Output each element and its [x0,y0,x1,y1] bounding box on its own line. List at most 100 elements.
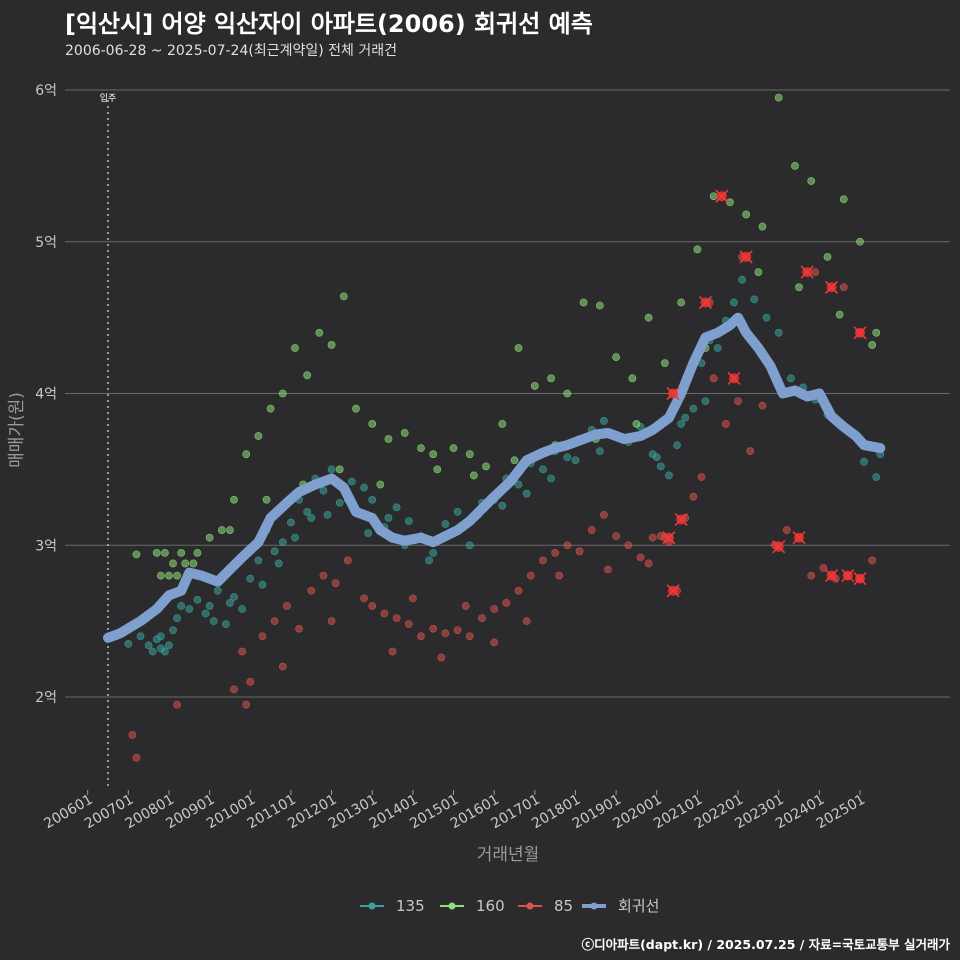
data-point [746,447,755,456]
data-point [571,456,580,465]
data-point [811,268,820,276]
data-point [238,605,247,613]
legend: 135 160 85 회귀선 [360,897,659,915]
data-point [254,432,263,440]
data-point [230,495,238,504]
data-point [547,374,555,383]
data-point [762,313,771,322]
data-point [246,574,255,583]
data-point [835,310,844,319]
data-point [758,222,767,231]
data-point [791,161,799,170]
data-point [221,620,230,629]
data-point [246,677,255,686]
data-point [600,511,608,519]
data-point [510,456,519,465]
data-point [754,268,763,276]
data-point [303,371,312,380]
highlight-marker [674,512,688,527]
y-tick-label: 4억 [35,387,57,403]
data-point [595,301,604,310]
data-point [522,489,531,498]
data-point [368,495,377,504]
data-point [522,617,531,626]
data-point [352,404,360,413]
data-point [652,453,661,462]
data-point [730,298,738,307]
data-point [437,653,446,662]
move-in-label: 입주 [100,92,117,104]
data-point [644,313,653,322]
data-point [368,419,377,428]
data-point [807,177,816,185]
data-point [193,548,202,557]
data-point [165,571,173,580]
data-point [774,93,783,102]
legend-item-회귀선: 회귀선 [582,897,659,915]
data-point [384,435,393,443]
data-point [795,283,803,292]
data-point [453,507,462,516]
series-135 [112,275,885,656]
page-subtitle: 2006-06-28 ~ 2025-07-24(최근계약일) 전체 거래건 [65,43,397,59]
data-point [449,444,458,453]
data-point [498,419,507,428]
data-point [217,526,226,534]
legend-item-135: 135 [360,897,425,915]
data-point [758,401,767,410]
legend-label: 85 [554,897,573,915]
data-point [242,700,251,709]
data-point [156,571,165,580]
data-point [713,344,722,352]
data-point [258,632,267,641]
highlight-marker [666,386,680,401]
data-point [132,550,141,559]
data-point [404,620,413,629]
highlight-marker [715,189,729,203]
data-point [490,638,499,647]
data-point [388,647,397,656]
highlight-marker [824,280,839,294]
data-point [872,473,881,481]
data-point [819,564,828,572]
y-axis-title: 매매가(원) [7,392,27,468]
highlight-marker [698,295,713,310]
data-point [242,450,251,459]
data-point [323,511,332,519]
x-axis-title: 거래년월 [477,845,540,865]
data-point [579,298,588,307]
data-point [595,447,604,456]
data-point [303,507,312,516]
data-point [750,295,759,304]
data-point [169,626,177,635]
y-axis: 2억 3억 4억 5억 6억 [35,83,57,706]
data-point [709,374,718,383]
data-point [327,617,336,626]
data-point [128,731,137,739]
data-point [502,599,511,607]
data-point [380,609,389,618]
data-point [161,647,169,656]
data-point [514,480,523,489]
data-point [441,520,450,528]
data-point [156,632,165,641]
data-point [734,397,742,405]
data-point [539,556,547,565]
data-point [417,444,425,453]
data-point [530,382,539,390]
data-point [319,486,328,495]
y-tick-label: 6억 [35,83,57,99]
legend-item-160: 160 [440,897,505,915]
highlight-marker [841,569,855,583]
data-point [226,526,234,534]
data-point [632,419,641,428]
data-point [425,556,434,565]
legend-label: 135 [396,897,425,915]
y-tick-label: 3억 [35,538,57,554]
data-point [469,471,478,480]
data-point [465,632,474,641]
data-point [368,602,377,610]
data-point [148,647,157,656]
data-point [270,547,279,556]
data-point [868,556,877,565]
